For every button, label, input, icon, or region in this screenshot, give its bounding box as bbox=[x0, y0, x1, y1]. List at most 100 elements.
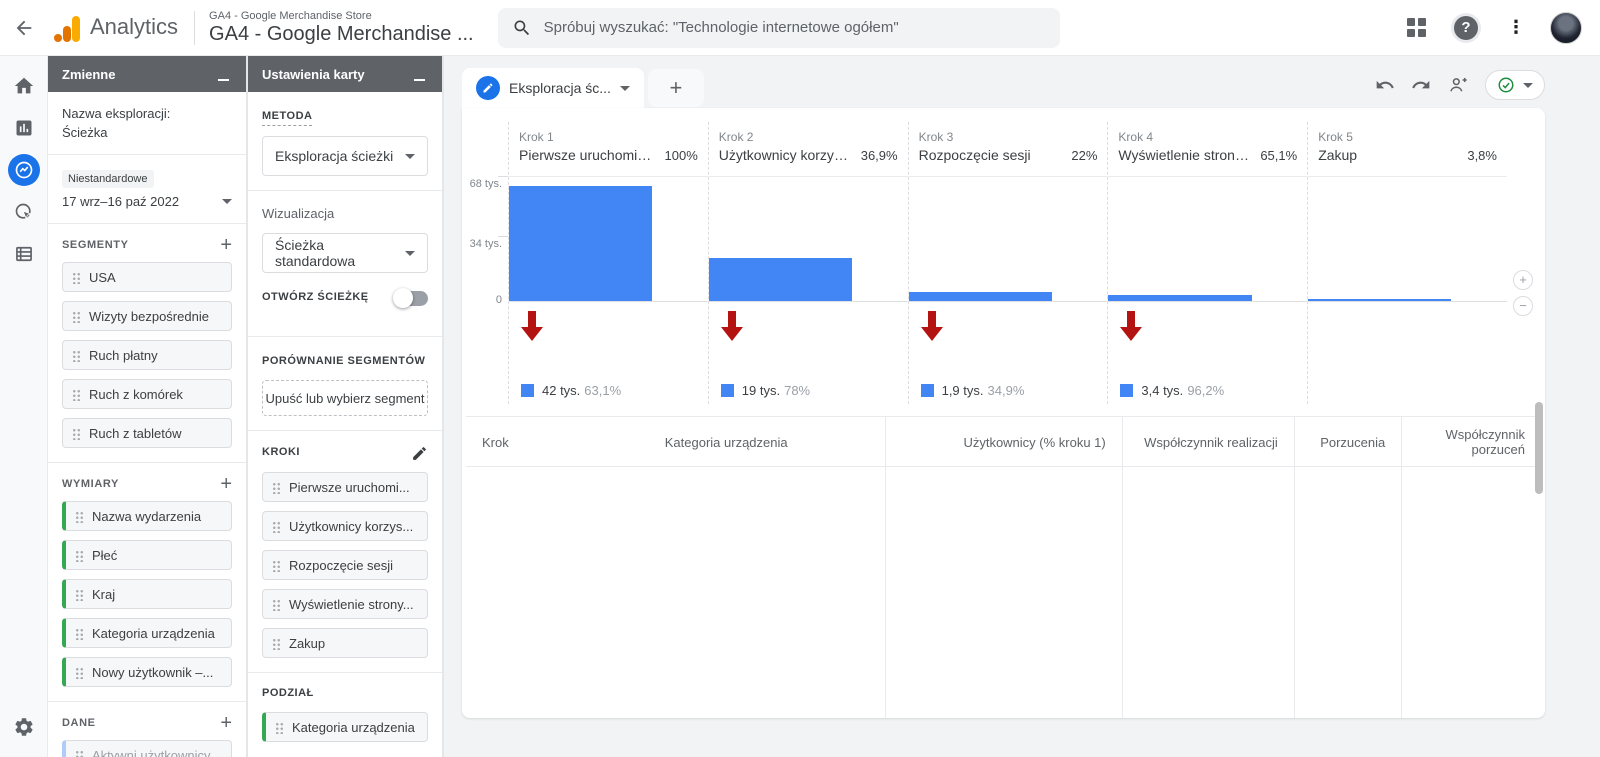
add-tab-button[interactable]: + bbox=[647, 69, 704, 107]
drag-handle-icon bbox=[75, 548, 83, 562]
redo-icon bbox=[1412, 80, 1430, 89]
edit-pencil-icon[interactable] bbox=[411, 445, 428, 462]
breakdown-chip[interactable]: Kategoria urządzenia bbox=[262, 712, 428, 742]
variables-panel-header: Zmienne bbox=[48, 56, 246, 92]
segment-label: Ruch z tabletów bbox=[89, 425, 182, 441]
account-button[interactable] bbox=[1546, 8, 1586, 48]
step-chip[interactable]: Wyświetlenie strony... bbox=[262, 589, 428, 619]
open-funnel-toggle[interactable] bbox=[393, 288, 428, 308]
chevron-down-icon bbox=[222, 199, 232, 209]
nav-home[interactable] bbox=[8, 70, 40, 102]
share-button[interactable] bbox=[1447, 75, 1469, 95]
segment-chip[interactable]: USA bbox=[62, 262, 232, 292]
minimize-settings-button[interactable] bbox=[414, 67, 428, 81]
search-input[interactable]: Spróbuj wyszukać: "Technologie interneto… bbox=[497, 7, 1060, 48]
dimension-chip[interactable]: Nazwa wydarzenia bbox=[62, 501, 232, 531]
add-metric-button[interactable]: + bbox=[220, 712, 232, 734]
nav-library[interactable] bbox=[8, 238, 40, 270]
analytics-logo[interactable]: Analytics bbox=[54, 14, 178, 42]
date-range-selector[interactable]: 17 wrz–16 paź 2022 bbox=[62, 194, 232, 209]
step-name: Wyświetlenie strony/e... bbox=[1118, 147, 1255, 163]
dimension-chip[interactable]: Płeć bbox=[62, 540, 232, 570]
dimension-label: Nazwa wydarzenia bbox=[92, 508, 202, 524]
dimension-chip[interactable]: Nowy użytkownik –... bbox=[62, 657, 232, 687]
reports-icon bbox=[16, 120, 31, 136]
segment-chip[interactable]: Ruch z tabletów bbox=[62, 418, 232, 448]
add-dimension-button[interactable]: + bbox=[220, 473, 232, 495]
zoom-in-button[interactable]: + bbox=[1513, 270, 1533, 290]
abandon-legend: 42 tys. 63,1% bbox=[509, 376, 708, 404]
step-chip[interactable]: Rozpoczęcie sesji bbox=[262, 550, 428, 580]
tab-path-exploration[interactable]: Eksploracja śc... bbox=[462, 68, 644, 108]
exploration-name-value[interactable]: Ścieżka bbox=[62, 125, 108, 140]
back-button[interactable] bbox=[0, 17, 48, 39]
nav-reports[interactable] bbox=[8, 112, 40, 144]
nav-advertising[interactable] bbox=[8, 196, 40, 228]
method-select[interactable]: Eksploracja ścieżki bbox=[262, 136, 428, 176]
abandon-legend: 3,4 tys. 96,2% bbox=[1108, 376, 1307, 404]
add-segment-button[interactable]: + bbox=[220, 234, 232, 256]
metric-chip[interactable]: Aktywni użytkownicy bbox=[62, 740, 232, 757]
visualization-section: Wizualizacja Ścieżka standardowa OTWÓRZ … bbox=[262, 191, 428, 336]
funnel-bar[interactable] bbox=[908, 292, 1052, 301]
step-number: Krok 1 bbox=[519, 130, 554, 144]
zoom-out-button[interactable]: − bbox=[1513, 296, 1533, 316]
cell-users: 66 451 (100,0%) bbox=[885, 467, 1122, 718]
funnel-bar[interactable] bbox=[708, 258, 852, 301]
dimension-chip[interactable]: Kategoria urządzenia bbox=[62, 618, 232, 648]
abandon-rate: 63,1% bbox=[584, 382, 622, 398]
column-header[interactable]: Krok bbox=[482, 434, 509, 450]
status-ok-button[interactable] bbox=[1485, 70, 1545, 100]
column-header[interactable]: Użytkownicy (% kroku 1) bbox=[885, 417, 1122, 466]
segment-chip[interactable]: Ruch płatny bbox=[62, 340, 232, 370]
nav-admin[interactable] bbox=[8, 711, 40, 743]
column-header[interactable]: Współczynnik realizacji bbox=[1121, 417, 1294, 466]
table-scrollbar[interactable] bbox=[1535, 402, 1543, 494]
column-header[interactable]: Współczynnik porzuceń bbox=[1401, 417, 1541, 466]
pencil-icon bbox=[476, 76, 500, 100]
diagnostics-button[interactable] bbox=[1396, 8, 1436, 48]
step-chip[interactable]: Zakup bbox=[262, 628, 428, 658]
redo-button[interactable] bbox=[1411, 75, 1431, 95]
funnel-bar[interactable] bbox=[1308, 299, 1452, 301]
segment-chip[interactable]: Wizyty bezpośrednie bbox=[62, 301, 232, 331]
abandon-legend: 19 tys. 78% bbox=[709, 376, 908, 404]
search-placeholder: Spróbuj wyszukać: "Technologie interneto… bbox=[543, 19, 899, 36]
funnel-bar[interactable] bbox=[509, 186, 653, 301]
step-chip[interactable]: Użytkownicy korzys... bbox=[262, 511, 428, 541]
breadcrumb[interactable]: GA4 - Google Merchandise Store GA4 - Goo… bbox=[209, 10, 474, 46]
column-header[interactable]: Porzucenia bbox=[1293, 417, 1402, 466]
undo-button[interactable] bbox=[1375, 75, 1395, 95]
segment-label: Ruch płatny bbox=[89, 347, 158, 363]
help-button[interactable]: ? bbox=[1446, 8, 1486, 48]
metrics-section: DANE + Aktywni użytkownicy bbox=[62, 702, 232, 757]
dimension-chip[interactable]: Kraj bbox=[62, 579, 232, 609]
visualization-label: Wizualizacja bbox=[262, 206, 335, 221]
step-chip[interactable]: Pierwsze uruchomi... bbox=[262, 472, 428, 502]
step-name: Użytkownicy korzystaj... bbox=[718, 147, 855, 163]
abandon-legend: 1,9 tys. 34,9% bbox=[909, 376, 1108, 404]
minimize-variables-button[interactable] bbox=[218, 67, 232, 81]
table-row: 1. Pierwsze uruchomienie / pierwsza wizy… bbox=[466, 467, 1541, 718]
segments-title: SEGMENTY bbox=[62, 239, 129, 251]
step-number: Krok 2 bbox=[718, 130, 754, 144]
step-name: Rozpoczęcie sesji bbox=[918, 147, 1031, 163]
step-label: Zakup bbox=[289, 635, 326, 651]
nav-explore[interactable] bbox=[7, 154, 40, 186]
segment-comparison-section: PORÓWNANIE SEGMENTÓW Upuść lub wybierz s… bbox=[262, 337, 428, 430]
method-value: Eksploracja ścieżki bbox=[275, 148, 394, 164]
visualization-value: Ścieżka standardowa bbox=[275, 237, 356, 269]
segment-drop-zone[interactable]: Upuść lub wybierz segment bbox=[262, 380, 428, 416]
segment-drop-hint: Upuść lub wybierz segment bbox=[265, 390, 425, 406]
gear-icon bbox=[14, 718, 33, 736]
method-section: METODA Eksploracja ścieżki bbox=[262, 92, 428, 190]
visualization-select[interactable]: Ścieżka standardowa bbox=[262, 233, 428, 273]
analytics-logo-icon bbox=[54, 15, 82, 42]
column-header[interactable]: Kategoria urządzenia bbox=[664, 434, 788, 450]
drag-handle-icon bbox=[272, 519, 280, 533]
funnel-bar[interactable] bbox=[1108, 295, 1252, 301]
more-menu-button[interactable]: ⋮ bbox=[1496, 8, 1536, 48]
step-name: Pierwsze uruchomieni... bbox=[519, 147, 659, 163]
rows-count-row: Liczba wierszy 5 bbox=[262, 751, 428, 757]
segment-chip[interactable]: Ruch z komórek bbox=[62, 379, 232, 409]
